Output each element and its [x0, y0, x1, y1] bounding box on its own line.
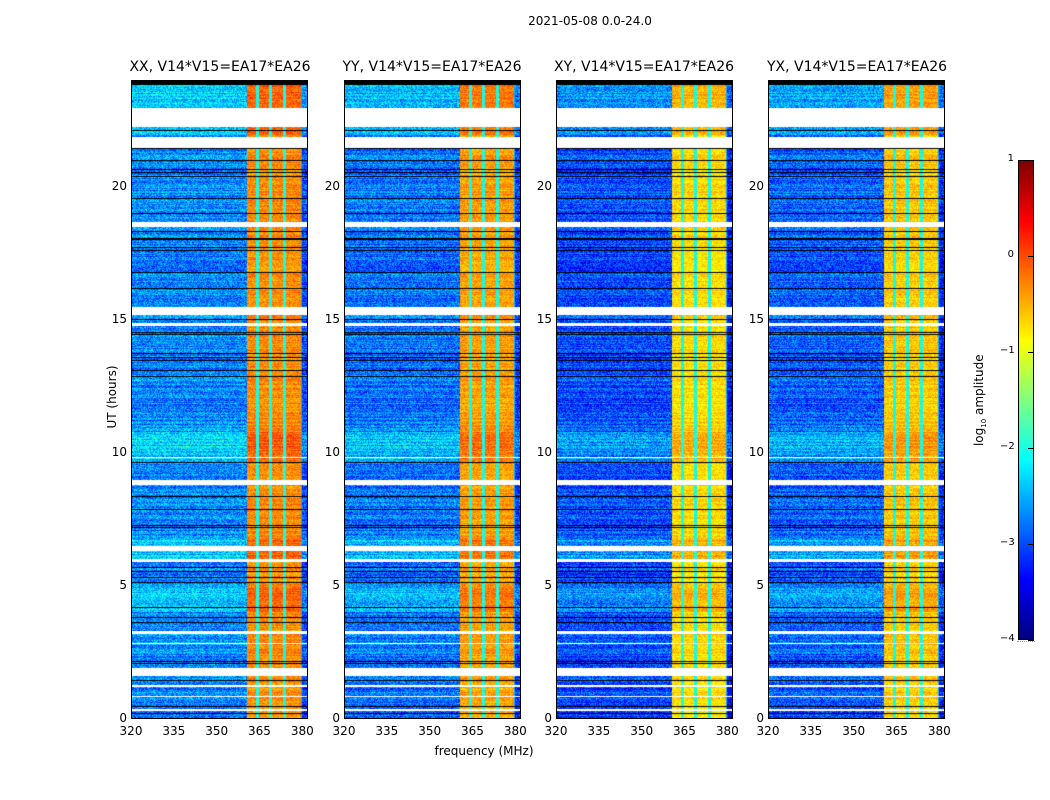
y-tick-label: 10 [111, 444, 127, 459]
colorbar-label-rest: amplitude [971, 354, 986, 419]
colorbar-tick-label: −2 [1000, 441, 1015, 452]
colorbar-tick-label: 0 [1007, 249, 1014, 260]
colorbar [1018, 160, 1034, 640]
y-tick-label: 10 [536, 444, 552, 459]
waterfall-panel-yx [768, 80, 945, 719]
y-tick-label: 10 [748, 444, 764, 459]
heatmap-yx [769, 81, 944, 718]
heatmap-xx [132, 81, 307, 718]
panel-title-yy: YY, V14*V15=EA17*EA26 [342, 59, 522, 75]
x-tick-label: 320 [332, 724, 356, 738]
y-tick-label: 20 [536, 178, 552, 193]
figure-title: 2021-05-08 0.0-24.0 [528, 14, 652, 28]
colorbar-tick-mark [1028, 448, 1034, 449]
y-tick-label: 15 [324, 311, 340, 326]
y-tick-label: 0 [332, 711, 340, 725]
colorbar-tick-label: −3 [1000, 537, 1015, 548]
x-axis-label: frequency (MHz) [434, 744, 534, 758]
y-tick-label: 15 [748, 311, 764, 326]
x-tick-label: 365 [673, 724, 696, 738]
y-tick-label: 20 [111, 178, 127, 193]
y-tick-label: 0 [756, 711, 764, 725]
x-tick-label: 335 [799, 724, 823, 738]
x-tick-label: 365 [461, 724, 484, 738]
x-tick-label: 335 [587, 724, 611, 738]
x-tick-label: 335 [375, 724, 399, 738]
y-tick-label: 0 [544, 711, 552, 725]
x-tick-label: 320 [756, 724, 780, 738]
colorbar-tick-label: −1 [1000, 345, 1015, 356]
x-tick-label: 335 [162, 724, 186, 738]
y-tick-label: 20 [748, 178, 764, 193]
colorbar-extend-marker [1017, 641, 1035, 642]
heatmap-xy [557, 81, 732, 718]
y-tick-label: 5 [332, 577, 340, 592]
x-tick-label: 350 [205, 724, 229, 738]
colorbar-label-log: log [971, 427, 986, 447]
x-tick-label: 350 [418, 724, 442, 738]
waterfall-panel-xx [131, 80, 308, 719]
colorbar-tick-mark [1028, 640, 1034, 641]
y-tick-label: 10 [324, 444, 340, 459]
colorbar-gradient [1019, 161, 1033, 639]
x-tick-label: 380 [715, 724, 739, 738]
colorbar-tick-mark [1028, 352, 1034, 353]
panel-title-xx: XX, V14*V15=EA17*EA26 [129, 59, 311, 75]
y-tick-label: 5 [119, 577, 127, 592]
x-tick-label: 365 [248, 724, 271, 738]
y-tick-label: 0 [119, 711, 127, 725]
colorbar-tick-mark [1028, 256, 1034, 257]
colorbar-tick-mark [1028, 160, 1034, 161]
colorbar-tick-label: 1 [1007, 153, 1014, 164]
colorbar-label-sub: 10 [980, 418, 989, 428]
y-axis-label: UT (hours) [105, 365, 119, 429]
y-tick-label: 20 [324, 178, 340, 193]
x-tick-label: 365 [885, 724, 908, 738]
x-tick-label: 350 [630, 724, 654, 738]
waterfall-panel-yy [344, 80, 521, 719]
colorbar-label: log10 amplitude [972, 340, 988, 460]
y-tick-label: 15 [111, 311, 127, 326]
x-tick-label: 350 [842, 724, 866, 738]
colorbar-tick-mark [1028, 544, 1034, 545]
panel-title-yx: YX, V14*V15=EA17*EA26 [766, 59, 948, 75]
y-tick-label: 5 [756, 577, 764, 592]
y-tick-label: 5 [544, 577, 552, 592]
y-tick-label: 15 [536, 311, 552, 326]
panel-title-xy: XY, V14*V15=EA17*EA26 [553, 59, 735, 75]
x-tick-label: 320 [119, 724, 143, 738]
x-tick-label: 380 [290, 724, 314, 738]
waterfall-panel-xy [556, 80, 733, 719]
x-tick-label: 380 [927, 724, 951, 738]
x-tick-label: 320 [544, 724, 568, 738]
heatmap-yy [345, 81, 520, 718]
colorbar-tick-label: −4 [1000, 633, 1015, 644]
x-tick-label: 380 [503, 724, 527, 738]
